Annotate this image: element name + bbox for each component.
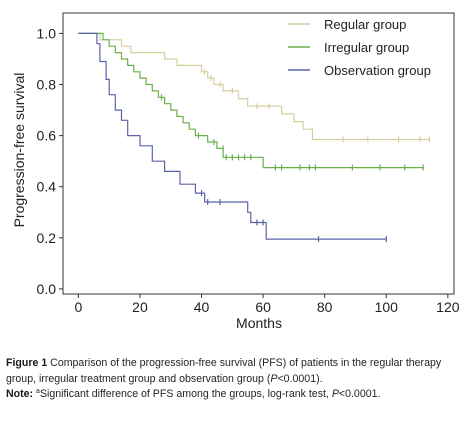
note-p-symbol: P xyxy=(331,388,339,400)
x-axis-ticks: 0 20 40 60 80 100 120 xyxy=(74,294,460,315)
note-label: Note: xyxy=(6,388,34,400)
x-tick-label: 100 xyxy=(375,299,399,315)
x-tick-label: 60 xyxy=(255,299,271,315)
y-tick-label: 1.0 xyxy=(37,25,57,41)
figure-caption: Figure 1 Comparison of the progression-f… xyxy=(6,356,468,403)
x-tick-label: 0 xyxy=(74,299,82,315)
x-axis-label: Months xyxy=(236,315,282,331)
caption-note: Note: aSignificant difference of PFS amo… xyxy=(6,387,468,403)
note-p-value: <0.0001. xyxy=(338,388,381,400)
legend-item-regular-group: Regular group xyxy=(288,17,406,32)
p-value: <0.0001). xyxy=(277,372,323,385)
p-symbol: P xyxy=(270,372,278,385)
y-tick-label: 0.8 xyxy=(37,77,57,93)
x-tick-label: 20 xyxy=(132,299,148,315)
x-tick-label: 80 xyxy=(317,299,333,315)
legend-label: Irregular group xyxy=(324,40,409,55)
survival-chart: 0.0 0.2 0.4 0.6 0.8 1.0 0 20 40 60 80 100 120 Regul… xyxy=(11,12,460,331)
note-text: Significant difference of PFS among the … xyxy=(39,388,332,400)
y-tick-label: 0.2 xyxy=(37,230,57,246)
legend-label: Regular group xyxy=(324,17,406,32)
x-tick-label: 40 xyxy=(194,299,210,315)
plot-area-frame xyxy=(62,12,455,295)
caption-main: Figure 1 Comparison of the progression-f… xyxy=(6,356,468,387)
series-layer xyxy=(78,32,430,243)
figure-text: Comparison of the progression-free survi… xyxy=(6,357,442,385)
legend-item-irregular-group: Irregular group xyxy=(288,40,409,55)
y-axis-ticks: 0.0 0.2 0.4 0.6 0.8 1.0 xyxy=(37,25,63,297)
series-observation-group xyxy=(78,32,387,243)
series-line-observation-group xyxy=(78,32,387,240)
legend-item-observation-group: Observation group xyxy=(288,63,431,78)
note-superscript: a xyxy=(36,388,40,395)
series-irregular-group xyxy=(78,32,424,171)
figure-label: Figure 1 xyxy=(6,357,48,369)
series-regular-group xyxy=(78,32,430,143)
y-tick-label: 0.4 xyxy=(37,179,57,195)
series-line-regular-group xyxy=(78,32,430,141)
x-tick-label: 120 xyxy=(436,299,460,315)
y-tick-label: 0.6 xyxy=(37,128,57,144)
legend: Regular group Irregular group Observation … xyxy=(288,17,431,78)
y-tick-label: 0.0 xyxy=(37,281,57,297)
legend-label: Observation group xyxy=(324,63,431,78)
y-axis-label: Progression-free survival xyxy=(11,73,27,228)
